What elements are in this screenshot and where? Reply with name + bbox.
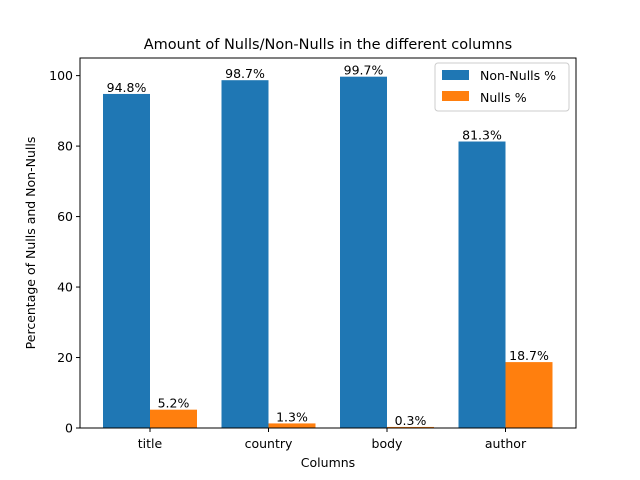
bar-non-nulls-author [458,141,506,428]
bars-group [103,76,553,428]
legend-label-non-nulls: Non-Nulls % [480,68,556,83]
legend: Non-Nulls % Nulls % [434,62,570,112]
bar-nulls-country [268,423,316,428]
bar-label-non-nulls-title: 94.8% [107,80,147,95]
legend-swatch-non-nulls [442,70,469,80]
bar-labels-group: 94.8% 5.2% 98.7% 1.3% 99.7% 0.3% 81.3% 18.7% [107,63,549,428]
x-axis: title country body author [138,428,527,451]
y-tick-label-100: 100 [49,68,73,83]
bar-non-nulls-country [221,80,269,428]
x-tick-label-body: body [372,436,404,451]
bar-nulls-body [387,426,434,428]
bar-label-nulls-body: 0.3% [395,413,427,428]
y-tick-label-40: 40 [57,280,73,295]
y-tick-label-60: 60 [57,209,73,224]
legend-label-nulls: Nulls % [480,90,527,105]
y-axis: 0 20 40 60 80 100 [49,68,80,436]
bar-label-non-nulls-body: 99.7% [344,63,384,78]
y-tick-label-0: 0 [65,421,73,436]
y-axis-label: Percentage of Nulls and Non-Nulls [23,137,38,350]
legend-swatch-nulls [442,91,469,101]
bar-label-non-nulls-author: 81.3% [462,128,502,143]
bar-label-nulls-country: 1.3% [276,409,308,424]
x-tick-label-country: country [245,436,293,451]
y-tick-label-20: 20 [57,350,73,365]
bar-non-nulls-body [340,76,387,428]
bar-nulls-author [505,362,553,428]
bar-label-nulls-title: 5.2% [158,396,190,411]
y-tick-label-80: 80 [57,139,73,154]
chart-title: Amount of Nulls/Non-Nulls in the differe… [144,37,512,53]
x-tick-label-author: author [485,436,527,451]
plot-frame [79,57,577,429]
bar-non-nulls-title [103,93,150,428]
bar-label-nulls-author: 18.7% [509,348,549,363]
x-axis-label: Columns [301,455,355,470]
x-tick-label-title: title [138,436,163,451]
bar-nulls-title [150,409,197,428]
bar-label-non-nulls-country: 98.7% [225,66,265,81]
